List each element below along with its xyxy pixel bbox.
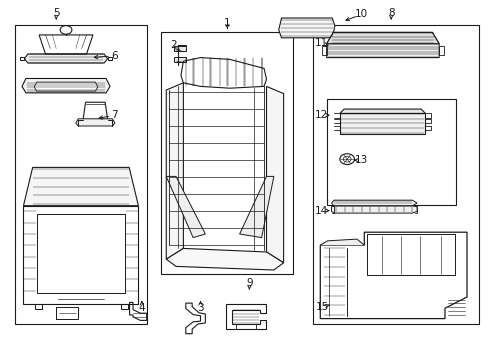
Text: 13: 13 [354,155,368,165]
Text: 14: 14 [314,206,327,216]
Bar [339,113,425,134]
Bar [366,234,454,275]
Bar [173,57,185,62]
Polygon shape [278,18,334,38]
Bar [37,214,124,293]
Polygon shape [76,119,115,126]
Polygon shape [23,167,138,206]
Polygon shape [24,54,107,63]
Polygon shape [166,176,205,238]
Text: 12: 12 [314,110,327,120]
Text: 1: 1 [224,18,230,28]
Text: 5: 5 [53,8,60,18]
Polygon shape [331,200,416,206]
Polygon shape [326,32,438,44]
Polygon shape [22,78,110,93]
Polygon shape [326,32,438,58]
Bar [326,99,455,205]
Polygon shape [266,86,283,263]
Polygon shape [166,83,183,259]
Text: 9: 9 [245,278,252,288]
Text: 15: 15 [315,302,329,312]
Text: 11: 11 [314,38,327,48]
Text: 10: 10 [355,9,367,19]
Bar [161,32,293,274]
Bar [173,46,185,51]
Text: 7: 7 [111,110,118,120]
Text: 3: 3 [197,303,203,313]
Polygon shape [239,176,273,238]
Text: 8: 8 [387,8,394,18]
Polygon shape [34,82,98,91]
Polygon shape [320,239,364,245]
Text: 6: 6 [111,51,118,61]
Polygon shape [331,206,416,213]
Bar [312,25,478,324]
Polygon shape [166,248,283,270]
Bar [15,25,146,324]
Bar [23,206,138,304]
Text: 2: 2 [170,40,177,50]
Text: 4: 4 [138,303,145,313]
Polygon shape [339,109,425,113]
